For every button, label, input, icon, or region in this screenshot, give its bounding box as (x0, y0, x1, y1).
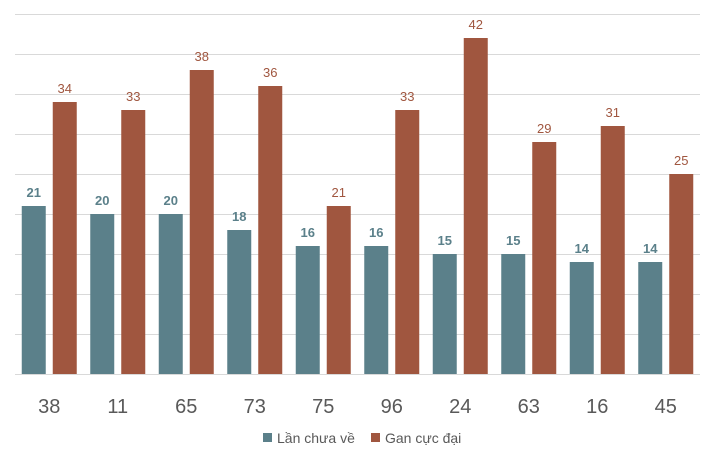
category-label: 16 (586, 396, 608, 418)
data-label: 34 (58, 81, 72, 96)
data-label: 16 (369, 225, 383, 240)
category-label: 63 (518, 396, 540, 418)
category-label: 96 (381, 396, 403, 418)
bar-lan-chua-ve-63 (501, 254, 526, 374)
legend-swatch-lan-chua-ve (263, 433, 272, 442)
data-label: 14 (575, 241, 590, 256)
x-axis-labels: 38 11 65 73 75 96 24 63 16 45 (38, 396, 677, 418)
data-label: 15 (438, 233, 452, 248)
data-label: 21 (332, 185, 346, 200)
category-label: 38 (38, 396, 60, 418)
category-label: 11 (107, 396, 128, 418)
bar-gan-cuc-dai-16 (600, 126, 625, 374)
category-label: 73 (244, 396, 266, 418)
bar-lan-chua-ve-24 (432, 254, 457, 374)
data-label: 21 (27, 185, 41, 200)
data-label: 36 (263, 65, 277, 80)
bar-gan-cuc-dai-73 (258, 86, 283, 374)
category-label: 65 (175, 396, 197, 418)
data-label: 16 (301, 225, 315, 240)
bar-gan-cuc-dai-11 (121, 110, 146, 374)
legend: Lần chưa về Gan cực đại (263, 430, 461, 446)
data-label: 38 (195, 49, 209, 64)
bar-lan-chua-ve-73 (227, 230, 252, 374)
bars (21, 38, 694, 374)
gridlines (15, 14, 700, 375)
data-labels: 21 34 20 33 20 38 18 36 16 21 16 33 15 42 15 29 14 31 14 25 (27, 17, 689, 256)
legend-label-gan-cuc-dai: Gan cực đại (385, 430, 461, 446)
bar-lan-chua-ve-38 (21, 206, 46, 374)
data-label: 15 (506, 233, 520, 248)
category-label: 45 (655, 396, 677, 418)
data-label: 20 (95, 193, 109, 208)
data-label: 33 (126, 89, 140, 104)
data-label: 42 (469, 17, 483, 32)
bar-lan-chua-ve-96 (364, 246, 389, 374)
category-label: 24 (449, 396, 471, 418)
bar-gan-cuc-dai-24 (463, 38, 488, 374)
category-label: 75 (312, 396, 334, 418)
bar-lan-chua-ve-11 (90, 214, 115, 374)
bar-gan-cuc-dai-75 (326, 206, 351, 374)
bar-gan-cuc-dai-65 (189, 70, 214, 374)
bar-lan-chua-ve-75 (295, 246, 320, 374)
data-label: 31 (606, 105, 620, 120)
bar-gan-cuc-dai-63 (532, 142, 557, 374)
legend-swatch-gan-cuc-dai (371, 433, 380, 442)
data-label: 25 (674, 153, 688, 168)
data-label: 33 (400, 89, 414, 104)
bar-lan-chua-ve-45 (638, 262, 663, 374)
bar-gan-cuc-dai-45 (669, 174, 694, 374)
legend-label-lan-chua-ve: Lần chưa về (277, 430, 355, 446)
bar-lan-chua-ve-65 (158, 214, 183, 374)
data-label: 29 (537, 121, 551, 136)
data-label: 14 (643, 241, 658, 256)
data-label: 18 (232, 209, 246, 224)
bar-gan-cuc-dai-38 (52, 102, 77, 374)
bar-lan-chua-ve-16 (569, 262, 594, 374)
data-label: 20 (164, 193, 178, 208)
bar-gan-cuc-dai-96 (395, 110, 420, 374)
